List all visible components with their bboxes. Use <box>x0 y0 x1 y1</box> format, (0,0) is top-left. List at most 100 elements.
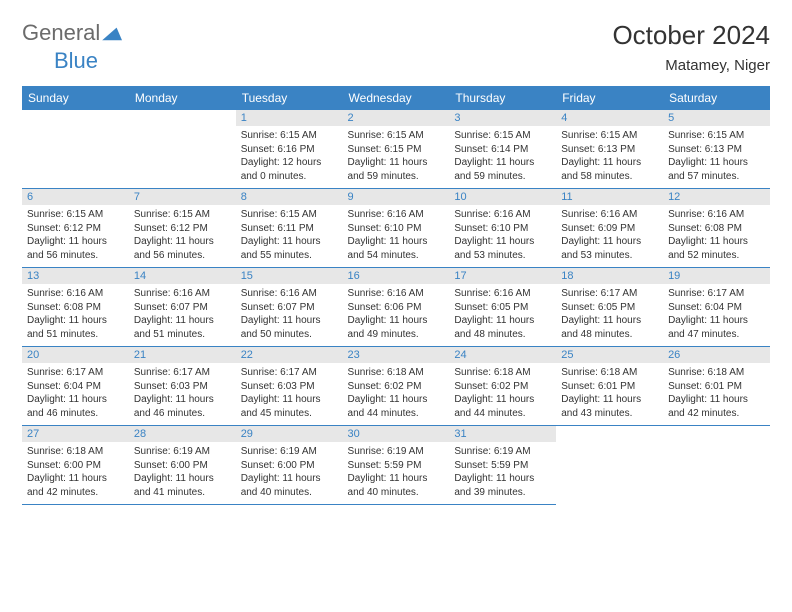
sunrise-line: Sunrise: 6:15 AM <box>241 209 317 220</box>
daylight-line: Daylight: 11 hours and 40 minutes. <box>241 473 321 498</box>
calendar-day-cell: 22Sunrise: 6:17 AMSunset: 6:03 PMDayligh… <box>236 347 343 426</box>
sunset-line: Sunset: 6:01 PM <box>561 381 635 392</box>
daylight-line: Daylight: 11 hours and 59 minutes. <box>454 157 534 182</box>
sunrise-line: Sunrise: 6:16 AM <box>241 288 317 299</box>
daylight-line: Daylight: 11 hours and 39 minutes. <box>454 473 534 498</box>
sunrise-line: Sunrise: 6:15 AM <box>27 209 103 220</box>
calendar-day-cell: 13Sunrise: 6:16 AMSunset: 6:08 PMDayligh… <box>22 268 129 347</box>
day-details: Sunrise: 6:15 AMSunset: 6:12 PMDaylight:… <box>129 205 236 267</box>
day-number: 9 <box>343 189 450 205</box>
day-details: Sunrise: 6:18 AMSunset: 6:01 PMDaylight:… <box>556 363 663 425</box>
day-details: Sunrise: 6:16 AMSunset: 6:09 PMDaylight:… <box>556 205 663 267</box>
sunset-line: Sunset: 6:13 PM <box>668 144 742 155</box>
day-details: Sunrise: 6:18 AMSunset: 6:02 PMDaylight:… <box>343 363 450 425</box>
daylight-line: Daylight: 11 hours and 58 minutes. <box>561 157 641 182</box>
day-details: Sunrise: 6:15 AMSunset: 6:13 PMDaylight:… <box>663 126 770 188</box>
sunset-line: Sunset: 6:15 PM <box>348 144 422 155</box>
day-number: 31 <box>449 426 556 442</box>
daylight-line: Daylight: 11 hours and 42 minutes. <box>27 473 107 498</box>
calendar-empty-cell <box>129 110 236 189</box>
day-details: Sunrise: 6:18 AMSunset: 6:00 PMDaylight:… <box>22 442 129 504</box>
daylight-line: Daylight: 11 hours and 56 minutes. <box>134 236 214 261</box>
sunset-line: Sunset: 6:07 PM <box>134 302 208 313</box>
day-details: Sunrise: 6:15 AMSunset: 6:16 PMDaylight:… <box>236 126 343 188</box>
calendar-day-cell: 21Sunrise: 6:17 AMSunset: 6:03 PMDayligh… <box>129 347 236 426</box>
day-number: 7 <box>129 189 236 205</box>
day-details: Sunrise: 6:16 AMSunset: 6:05 PMDaylight:… <box>449 284 556 346</box>
day-number: 22 <box>236 347 343 363</box>
sunrise-line: Sunrise: 6:19 AM <box>134 446 210 457</box>
sunset-line: Sunset: 6:12 PM <box>27 223 101 234</box>
day-number: 18 <box>556 268 663 284</box>
weekday-header: Sunday <box>22 86 129 110</box>
sunrise-line: Sunrise: 6:16 AM <box>668 209 744 220</box>
sunset-line: Sunset: 6:01 PM <box>668 381 742 392</box>
logo: General <box>22 20 126 46</box>
daylight-line: Daylight: 11 hours and 46 minutes. <box>134 394 214 419</box>
sunset-line: Sunset: 6:06 PM <box>348 302 422 313</box>
day-details: Sunrise: 6:19 AMSunset: 6:00 PMDaylight:… <box>129 442 236 504</box>
weekday-header: Friday <box>556 86 663 110</box>
day-number: 6 <box>22 189 129 205</box>
sunset-line: Sunset: 6:11 PM <box>241 223 314 234</box>
calendar-day-cell: 11Sunrise: 6:16 AMSunset: 6:09 PMDayligh… <box>556 189 663 268</box>
sunrise-line: Sunrise: 6:19 AM <box>454 446 530 457</box>
day-details: Sunrise: 6:16 AMSunset: 6:06 PMDaylight:… <box>343 284 450 346</box>
calendar-table: SundayMondayTuesdayWednesdayThursdayFrid… <box>22 86 770 505</box>
daylight-line: Daylight: 11 hours and 48 minutes. <box>454 315 534 340</box>
weekday-header: Monday <box>129 86 236 110</box>
day-number: 28 <box>129 426 236 442</box>
day-number: 24 <box>449 347 556 363</box>
sunset-line: Sunset: 6:03 PM <box>241 381 315 392</box>
sunset-line: Sunset: 6:00 PM <box>134 460 208 471</box>
calendar-day-cell: 19Sunrise: 6:17 AMSunset: 6:04 PMDayligh… <box>663 268 770 347</box>
sunset-line: Sunset: 6:04 PM <box>27 381 101 392</box>
daylight-line: Daylight: 11 hours and 54 minutes. <box>348 236 428 261</box>
day-details: Sunrise: 6:16 AMSunset: 6:07 PMDaylight:… <box>236 284 343 346</box>
day-number: 14 <box>129 268 236 284</box>
daylight-line: Daylight: 11 hours and 45 minutes. <box>241 394 321 419</box>
day-details: Sunrise: 6:16 AMSunset: 6:08 PMDaylight:… <box>663 205 770 267</box>
calendar-empty-cell <box>663 426 770 505</box>
daylight-line: Daylight: 11 hours and 56 minutes. <box>27 236 107 261</box>
calendar-day-cell: 23Sunrise: 6:18 AMSunset: 6:02 PMDayligh… <box>343 347 450 426</box>
sunset-line: Sunset: 5:59 PM <box>454 460 528 471</box>
daylight-line: Daylight: 11 hours and 59 minutes. <box>348 157 428 182</box>
daylight-line: Daylight: 11 hours and 53 minutes. <box>561 236 641 261</box>
daylight-line: Daylight: 11 hours and 49 minutes. <box>348 315 428 340</box>
calendar-day-cell: 18Sunrise: 6:17 AMSunset: 6:05 PMDayligh… <box>556 268 663 347</box>
sunrise-line: Sunrise: 6:15 AM <box>668 130 744 141</box>
calendar-day-cell: 16Sunrise: 6:16 AMSunset: 6:06 PMDayligh… <box>343 268 450 347</box>
sunrise-line: Sunrise: 6:17 AM <box>27 367 103 378</box>
calendar-day-cell: 7Sunrise: 6:15 AMSunset: 6:12 PMDaylight… <box>129 189 236 268</box>
calendar-header-row: SundayMondayTuesdayWednesdayThursdayFrid… <box>22 86 770 110</box>
day-details: Sunrise: 6:16 AMSunset: 6:08 PMDaylight:… <box>22 284 129 346</box>
calendar-day-cell: 14Sunrise: 6:16 AMSunset: 6:07 PMDayligh… <box>129 268 236 347</box>
sunset-line: Sunset: 6:08 PM <box>668 223 742 234</box>
calendar-week-row: 6Sunrise: 6:15 AMSunset: 6:12 PMDaylight… <box>22 189 770 268</box>
sunrise-line: Sunrise: 6:16 AM <box>454 288 530 299</box>
calendar-day-cell: 9Sunrise: 6:16 AMSunset: 6:10 PMDaylight… <box>343 189 450 268</box>
calendar-day-cell: 5Sunrise: 6:15 AMSunset: 6:13 PMDaylight… <box>663 110 770 189</box>
sunset-line: Sunset: 6:00 PM <box>27 460 101 471</box>
calendar-day-cell: 3Sunrise: 6:15 AMSunset: 6:14 PMDaylight… <box>449 110 556 189</box>
sunset-line: Sunset: 6:03 PM <box>134 381 208 392</box>
daylight-line: Daylight: 11 hours and 50 minutes. <box>241 315 321 340</box>
day-number: 30 <box>343 426 450 442</box>
sunrise-line: Sunrise: 6:18 AM <box>454 367 530 378</box>
sunrise-line: Sunrise: 6:18 AM <box>561 367 637 378</box>
day-details: Sunrise: 6:18 AMSunset: 6:02 PMDaylight:… <box>449 363 556 425</box>
sunrise-line: Sunrise: 6:17 AM <box>668 288 744 299</box>
calendar-day-cell: 17Sunrise: 6:16 AMSunset: 6:05 PMDayligh… <box>449 268 556 347</box>
sunrise-line: Sunrise: 6:16 AM <box>27 288 103 299</box>
day-number: 1 <box>236 110 343 126</box>
sunset-line: Sunset: 6:16 PM <box>241 144 315 155</box>
day-details: Sunrise: 6:19 AMSunset: 5:59 PMDaylight:… <box>343 442 450 504</box>
calendar-day-cell: 28Sunrise: 6:19 AMSunset: 6:00 PMDayligh… <box>129 426 236 505</box>
day-number: 15 <box>236 268 343 284</box>
day-number: 23 <box>343 347 450 363</box>
day-number: 11 <box>556 189 663 205</box>
sunset-line: Sunset: 6:08 PM <box>27 302 101 313</box>
sunset-line: Sunset: 6:13 PM <box>561 144 635 155</box>
calendar-week-row: 1Sunrise: 6:15 AMSunset: 6:16 PMDaylight… <box>22 110 770 189</box>
